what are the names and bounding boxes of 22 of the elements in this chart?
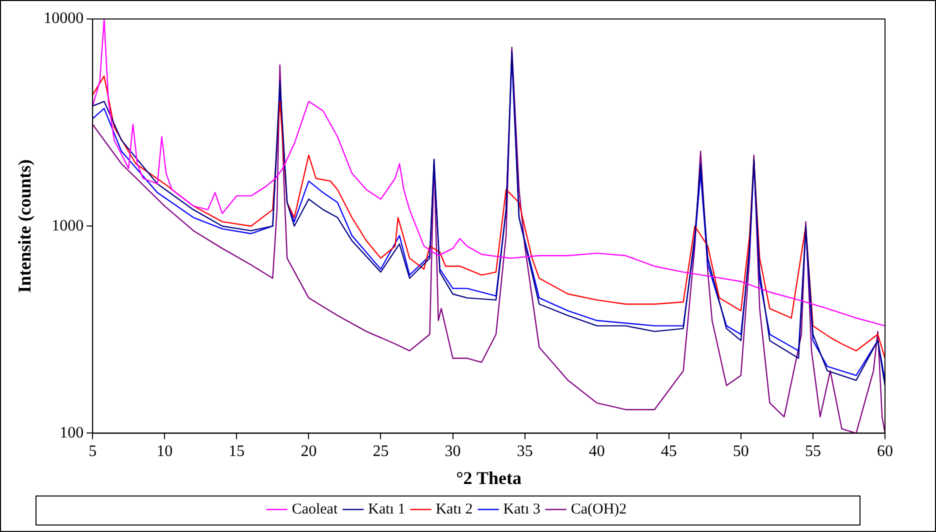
legend-label: Ca(OH)2 bbox=[570, 501, 627, 518]
x-tick-label: 10 bbox=[156, 443, 173, 460]
x-tick-label: 50 bbox=[732, 443, 749, 460]
y-axis-title: Intensite (counts) bbox=[14, 159, 34, 293]
x-tick-label: 45 bbox=[660, 443, 677, 460]
legend-label: Caoleat bbox=[292, 501, 338, 518]
x-tick-label: 15 bbox=[228, 443, 245, 460]
legend-label: Katı 3 bbox=[503, 501, 540, 518]
x-tick-label: 40 bbox=[588, 443, 605, 460]
x-tick-label: 25 bbox=[372, 443, 389, 460]
y-tick-label: 1000 bbox=[52, 217, 84, 234]
x-tick-label: 5 bbox=[88, 443, 97, 460]
x-axis-title: °2 Theta bbox=[456, 468, 522, 488]
x-tick-label: 30 bbox=[444, 443, 461, 460]
x-tick-label: 35 bbox=[516, 443, 533, 460]
x-tick-label: 20 bbox=[300, 443, 317, 460]
y-tick-label: 10000 bbox=[44, 10, 84, 28]
legend-label: Katı 1 bbox=[368, 501, 406, 518]
y-tick-label: 100 bbox=[60, 424, 84, 442]
x-tick-label: 55 bbox=[804, 443, 821, 460]
x-tick-label: 60 bbox=[877, 443, 893, 460]
legend-label: Katı 2 bbox=[436, 501, 473, 518]
